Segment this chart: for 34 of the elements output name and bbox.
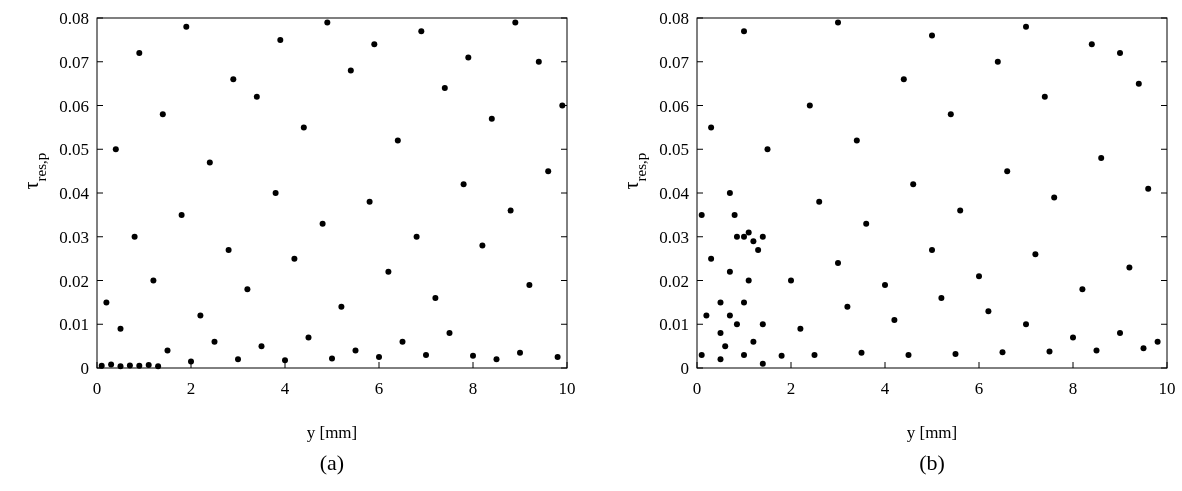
y-tick-label: 0.07 bbox=[59, 52, 90, 72]
text: (b) bbox=[919, 450, 945, 475]
y-tick-label: 0.01 bbox=[659, 315, 689, 335]
y-tick-label: 0.08 bbox=[59, 9, 89, 28]
y-tick-label: 0.01 bbox=[59, 315, 89, 335]
y-tick-label: 0.08 bbox=[659, 9, 689, 28]
y-tick-label: 0.02 bbox=[659, 271, 689, 291]
y-tick-label: 0.05 bbox=[59, 140, 89, 160]
x-tick-label: 4 bbox=[280, 379, 290, 398]
x-tick-label: 8 bbox=[468, 379, 478, 398]
y-tick-label: 0.02 bbox=[59, 271, 89, 291]
x-tick-label: 6 bbox=[974, 379, 984, 398]
y-tick-label: 0.04 bbox=[659, 184, 690, 203]
x-tick-label: 0 bbox=[92, 379, 102, 398]
y-tick-label: 0 bbox=[680, 359, 689, 378]
x-axis-title: y [mm] bbox=[906, 423, 958, 442]
x-axis-title: y [mm] bbox=[306, 423, 358, 442]
y-tick-label: 0.07 bbox=[659, 52, 690, 72]
y-tick-label: 0.03 bbox=[59, 227, 89, 247]
x-tick-label: 2 bbox=[186, 379, 196, 398]
y-tick-label: 0.06 bbox=[659, 96, 689, 116]
x-tick-label: 8 bbox=[1068, 379, 1078, 398]
y-tick-label: 0.06 bbox=[59, 96, 89, 116]
x-tick-label: 0 bbox=[692, 379, 702, 398]
text: (a) bbox=[319, 450, 345, 475]
y-tick-label: 0.05 bbox=[659, 140, 689, 160]
x-tick-label: 2 bbox=[786, 379, 796, 398]
x-tick-label: 10 bbox=[558, 379, 576, 398]
y-tick-label: 0 bbox=[80, 359, 89, 378]
x-tick-label: 4 bbox=[880, 379, 890, 398]
y-tick-label: 0.04 bbox=[59, 184, 90, 203]
y-tick-label: 0.03 bbox=[659, 227, 689, 247]
x-tick-label: 10 bbox=[1158, 379, 1176, 398]
x-tick-label: 6 bbox=[374, 379, 384, 398]
